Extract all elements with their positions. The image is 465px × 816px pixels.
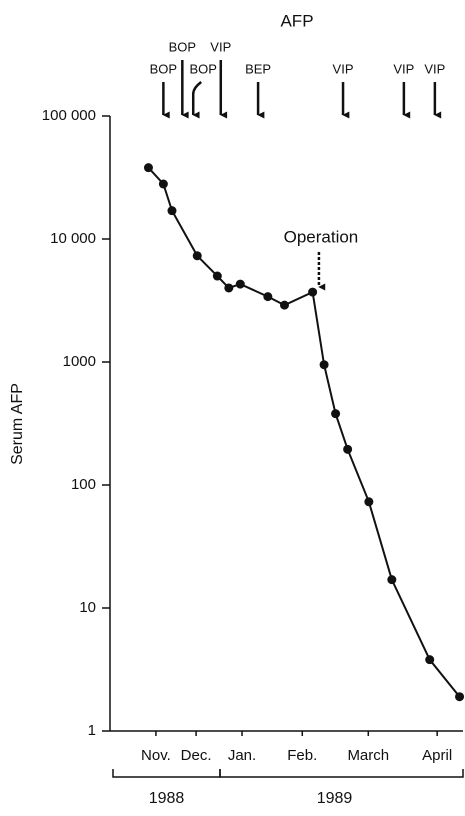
data-point	[364, 497, 374, 507]
data-point	[263, 292, 273, 302]
x-tick-label: April	[422, 747, 452, 764]
year-bracket	[219, 769, 464, 778]
data-point	[308, 287, 318, 297]
data-point	[167, 206, 177, 216]
chart-title: AFP	[280, 11, 313, 30]
year-bracket	[112, 769, 221, 778]
annotation-label: Operation	[284, 227, 359, 246]
y-axis-label: Serum AFP	[9, 383, 26, 465]
x-tick-label: March	[347, 747, 389, 764]
data-point	[279, 300, 289, 310]
x-tick-label: Feb.	[287, 747, 317, 764]
treatment-label: VIP	[210, 39, 231, 54]
x-tick-label: Jan.	[228, 747, 256, 764]
data-point	[143, 163, 153, 173]
treatment-label: BOP	[169, 39, 196, 54]
treatment-label: VIP	[333, 61, 354, 76]
treatment-label: BOP	[150, 61, 177, 76]
x-group-label: 1989	[317, 790, 353, 807]
data-point	[455, 692, 465, 702]
data-point	[425, 655, 435, 665]
data-point	[235, 279, 245, 289]
data-point	[158, 179, 168, 189]
data-point	[343, 444, 353, 454]
data-point	[331, 409, 341, 419]
x-group-label: 1988	[149, 790, 185, 807]
data-point	[319, 360, 329, 370]
treatment-label: VIP	[393, 61, 414, 76]
data-line	[147, 167, 461, 698]
treatment-arrow	[191, 81, 202, 119]
y-tick-label: 10	[79, 599, 96, 616]
data-point	[192, 251, 202, 261]
x-tick-label: Dec.	[181, 747, 212, 764]
treatment-label: BEP	[245, 61, 271, 76]
treatment-label: VIP	[424, 61, 445, 76]
y-tick-label: 1	[88, 722, 96, 739]
treatment-label: BOP	[189, 61, 216, 76]
data-point	[387, 575, 397, 585]
data-point	[224, 283, 234, 293]
y-tick-label: 10 000	[50, 230, 96, 247]
data-point	[212, 271, 222, 281]
y-tick-label: 1000	[63, 353, 96, 370]
x-tick-label: Nov.	[141, 747, 171, 764]
y-tick-label: 100	[71, 476, 96, 493]
y-tick-label: 100 000	[42, 107, 96, 124]
